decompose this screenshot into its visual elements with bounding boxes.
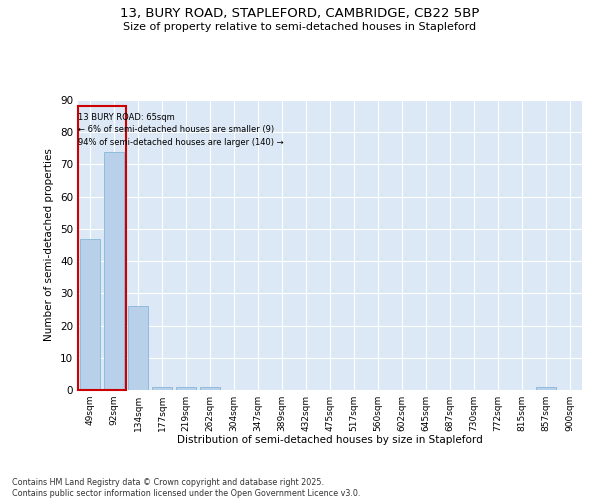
Text: Distribution of semi-detached houses by size in Stapleford: Distribution of semi-detached houses by … xyxy=(177,435,483,445)
Text: 13 BURY ROAD: 65sqm
← 6% of semi-detached houses are smaller (9)
94% of semi-det: 13 BURY ROAD: 65sqm ← 6% of semi-detache… xyxy=(79,113,284,147)
Bar xyxy=(104,152,124,390)
Text: Contains HM Land Registry data © Crown copyright and database right 2025.
Contai: Contains HM Land Registry data © Crown c… xyxy=(12,478,361,498)
Text: Size of property relative to semi-detached houses in Stapleford: Size of property relative to semi-detach… xyxy=(124,22,476,32)
Bar xyxy=(80,238,100,390)
Bar xyxy=(78,106,126,390)
Bar xyxy=(152,387,172,390)
Y-axis label: Number of semi-detached properties: Number of semi-detached properties xyxy=(44,148,55,342)
Bar xyxy=(200,387,220,390)
Bar xyxy=(128,306,148,390)
Text: 13, BURY ROAD, STAPLEFORD, CAMBRIDGE, CB22 5BP: 13, BURY ROAD, STAPLEFORD, CAMBRIDGE, CB… xyxy=(121,8,479,20)
Bar xyxy=(176,387,196,390)
Bar xyxy=(536,387,556,390)
